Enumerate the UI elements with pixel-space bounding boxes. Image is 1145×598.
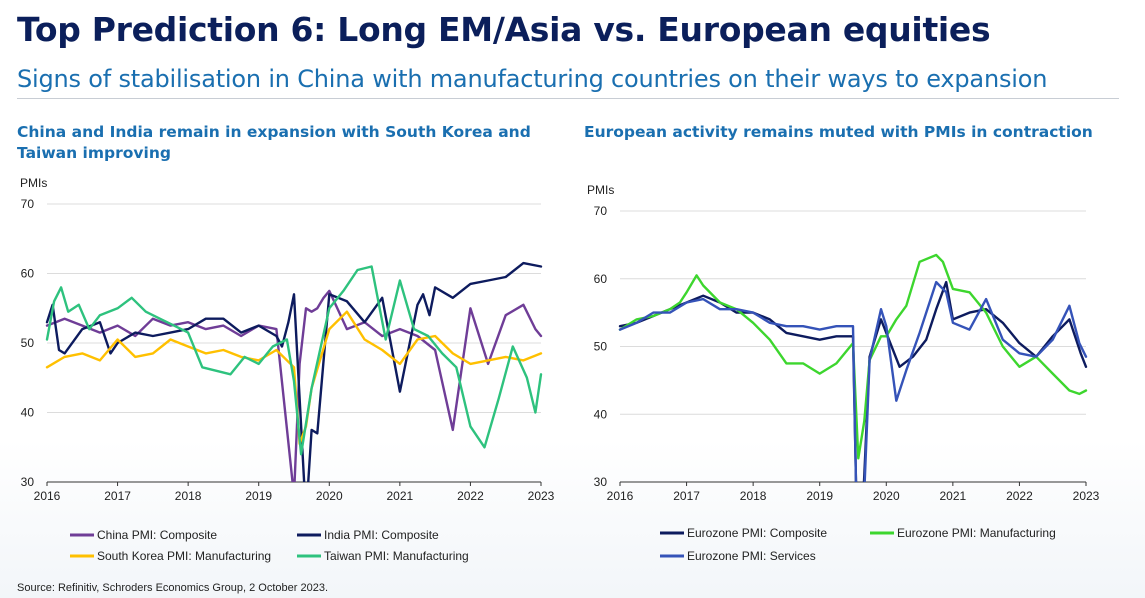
right-chart: PMIs 30 40 50 60 70 2016 2017 2018 2019 2020 2021 20… xyxy=(587,183,1100,563)
y-axis-label: PMIs xyxy=(587,183,614,197)
x-tick-label: 2017 xyxy=(104,489,131,503)
y-tick-label: 60 xyxy=(594,272,608,286)
legend-label: Eurozone PMI: Manufacturing xyxy=(897,526,1056,540)
x-tick-label: 2016 xyxy=(607,489,634,503)
page-subtitle: Signs of stabilisation in China with man… xyxy=(17,65,1048,93)
y-tick-label: 70 xyxy=(21,197,35,211)
y-tick-label: 60 xyxy=(21,267,35,281)
legend-label: Taiwan PMI: Manufacturing xyxy=(324,549,469,563)
series-line-4 xyxy=(45,265,543,456)
y-tick-label: 40 xyxy=(594,407,608,421)
left-chart-title: China and India remain in expansion with… xyxy=(17,123,531,162)
x-tick-label: 2017 xyxy=(673,489,700,503)
x-tick-label: 2023 xyxy=(1073,489,1100,503)
y-tick-label: 70 xyxy=(594,204,608,218)
x-tick-label: 2018 xyxy=(175,489,202,503)
right-chart-title: European activity remains muted with PMI… xyxy=(584,123,1093,141)
x-tick-label: 2018 xyxy=(740,489,767,503)
x-tick-label: 2022 xyxy=(457,489,484,503)
y-tick-label: 30 xyxy=(594,475,608,489)
legend-label: India PMI: Composite xyxy=(324,528,439,542)
x-tick-label: 2020 xyxy=(873,489,900,503)
x-tick-label: 2016 xyxy=(34,489,61,503)
y-tick-label: 30 xyxy=(21,475,35,489)
x-tick-label: 2021 xyxy=(940,489,967,503)
x-tick-label: 2023 xyxy=(528,489,555,503)
series-line-1 xyxy=(45,289,543,482)
series-line-2 xyxy=(618,253,1088,460)
page-title: Top Prediction 6: Long EM/Asia vs. Europ… xyxy=(17,10,991,49)
x-tick-label: 2022 xyxy=(1006,489,1033,503)
x-tick-label: 2020 xyxy=(316,489,343,503)
source-note: Source: Refinitiv, Schroders Economics G… xyxy=(17,582,328,594)
legend-label: Eurozone PMI: Composite xyxy=(687,526,827,540)
legend-label: Eurozone PMI: Services xyxy=(687,549,816,563)
x-tick-label: 2019 xyxy=(806,489,833,503)
y-axis-label: PMIs xyxy=(20,176,47,190)
series-line-2 xyxy=(45,261,543,482)
x-tick-label: 2019 xyxy=(245,489,272,503)
y-tick-label: 50 xyxy=(594,340,608,354)
x-tick-label: 2021 xyxy=(387,489,414,503)
left-chart: PMIs 30 40 50 60 70 2016 2017 2018 2019 2020 2021 20… xyxy=(20,176,555,563)
series-line-3 xyxy=(618,280,1088,482)
y-tick-label: 40 xyxy=(21,406,35,420)
title-divider xyxy=(17,98,1119,99)
legend-label: South Korea PMI: Manufacturing xyxy=(97,549,271,563)
y-tick-label: 50 xyxy=(21,336,35,350)
legend-label: China PMI: Composite xyxy=(97,528,217,542)
